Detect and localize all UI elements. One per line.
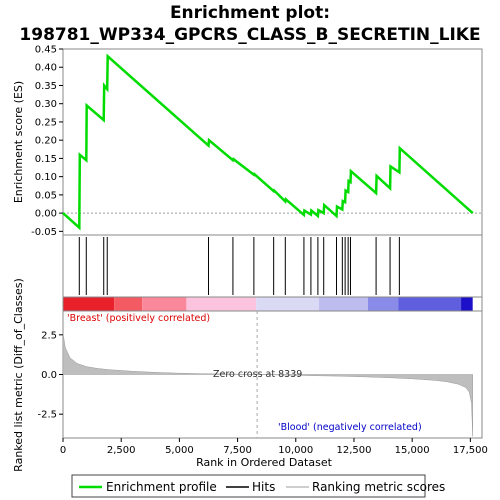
x-tick-label: 15,000 (395, 445, 430, 456)
legend-box (71, 474, 426, 498)
heatmap-segment (186, 297, 257, 311)
es-y-tick-label: 0.15 (35, 154, 57, 165)
es-y-tick-label: -0.05 (31, 227, 57, 238)
legend-metric-label: Ranking metric scores (312, 480, 445, 494)
x-tick-label: 0 (60, 445, 66, 456)
ranking-heatmap-bar (63, 297, 473, 311)
es-y-tick-label: 0.25 (35, 117, 57, 128)
legend-profile-label: Enrichment profile (106, 480, 217, 494)
es-y-tick-label: 0.10 (35, 172, 57, 183)
zero-cross-annotation: Zero cross at 8339 (213, 369, 302, 380)
heatmap-segment (142, 297, 187, 311)
metric-y-tick-label: 2.5 (41, 330, 57, 341)
es-panel (62, 48, 483, 236)
metric-y-tick-label: 0.0 (41, 370, 57, 381)
heatmap-segment (256, 297, 320, 311)
es-y-axis: -0.05 0.00 0.05 0.10 0.15 0.20 0.25 0.30 0.35 0.4… (31, 45, 63, 238)
heatmap-segment (461, 297, 473, 311)
heatmap-segment (63, 297, 115, 311)
legend-hits-label: Hits (252, 480, 275, 494)
x-tick-label: 7,500 (223, 445, 252, 456)
es-y-tick-label: 0.40 (35, 63, 57, 74)
heatmap-segment (319, 297, 368, 311)
heatmap-segment (114, 297, 143, 311)
hits-panel (62, 234, 483, 298)
ranking-metric-area (62, 333, 473, 437)
x-tick-label: 2,500 (107, 445, 136, 456)
heatmap-segment (367, 297, 399, 311)
positive-class-annotation: 'Breast' (positively correlated) (67, 313, 210, 324)
enrichment-profile-line (62, 53, 474, 231)
es-y-tick-label: 0.45 (35, 45, 57, 56)
chart-title-line2: 198781_WP334_GPCRS_CLASS_B_SECRETIN_LIKE (19, 25, 480, 45)
metric-y-tick-label: -2.5 (37, 410, 57, 421)
metric-y-axis-label: Ranked list metric (Diff_of_Classes) (12, 278, 25, 472)
x-tick-label: 5,000 (165, 445, 194, 456)
negative-class-annotation: 'Blood' (negatively correlated) (278, 422, 422, 433)
metric-y-axis: -2.5 0.0 2.5 (37, 330, 63, 421)
x-axis: 0 2,500 5,000 7,500 10,000 12,500 15,000 17,500 (60, 438, 488, 456)
es-y-tick-label: 0.05 (35, 190, 57, 201)
x-tick-label: 10,000 (278, 445, 313, 456)
es-y-tick-label: 0.20 (35, 136, 57, 147)
es-y-axis-label: Enrichment score (ES) (12, 81, 25, 203)
heatmap-segment (398, 297, 462, 311)
es-y-tick-label: 0.35 (35, 81, 57, 92)
es-y-tick-label: 0.30 (35, 99, 57, 110)
x-tick-label: 17,500 (453, 445, 488, 456)
x-tick-label: 12,500 (336, 445, 371, 456)
es-y-tick-label: 0.00 (35, 209, 57, 220)
x-axis-label: Rank in Ordered Dataset (196, 456, 333, 469)
hit-marks (78, 237, 400, 295)
chart-title-line1: Enrichment plot: (170, 3, 330, 23)
